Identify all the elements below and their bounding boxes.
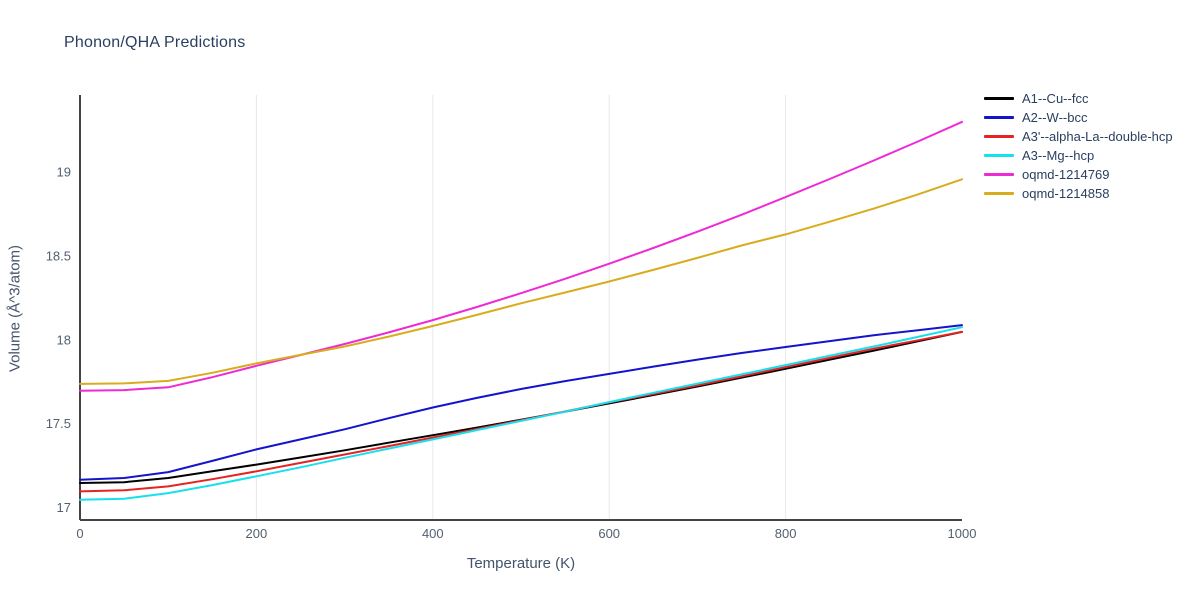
x-tick-label: 400 [422,526,444,541]
series-line-A2--W--bcc [79,324,963,481]
x-tick-label: 800 [775,526,797,541]
legend-item: A1--Cu--fcc [984,91,1173,106]
series-line-oqmd-1214769 [79,120,963,392]
x-axis-label: Temperature (K) [466,555,576,572]
series-line-oqmd-1214858 [79,178,963,385]
legend: A1--Cu--fcc A2--W--bcc A3'--alpha-La--doub… [984,91,1173,201]
chart-title: Phonon/QHA Predictions [64,34,246,51]
legend-item: oqmd-1214769 [984,167,1173,182]
y-tick-label: 18.5 [46,248,71,263]
legend-label: A3'--alpha-La--double-hcp [1022,129,1173,144]
x-tick-label: 600 [598,526,620,541]
legend-label: A2--W--bcc [1022,110,1088,125]
x-tick-label: 200 [246,526,268,541]
legend-swatch [984,154,1014,157]
series-line-A3--Mg--hcp [79,326,963,501]
legend-item: A2--W--bcc [984,110,1173,125]
legend-label: A3--Mg--hcp [1022,148,1095,163]
y-tick-label: 19 [57,164,71,179]
legend-swatch [984,97,1014,100]
legend-item: oqmd-1214858 [984,186,1173,201]
legend-swatch [984,192,1014,195]
y-tick-label: 17.5 [46,416,71,431]
y-axis-label: Volume (Å^3/atom) [6,244,24,373]
legend-item: A3--Mg--hcp [984,148,1173,163]
x-tick-label: 1000 [948,526,977,541]
legend-swatch [984,135,1014,138]
x-tick-label: 0 [76,526,83,541]
legend-swatch [984,116,1014,119]
legend-swatch [984,173,1014,176]
legend-item: A3'--alpha-La--double-hcp [984,129,1173,144]
legend-label: A1--Cu--fcc [1022,91,1089,106]
y-tick-label: 18 [57,332,71,347]
legend-label: oqmd-1214769 [1022,167,1110,182]
y-tick-label: 17 [57,500,71,515]
legend-label: oqmd-1214858 [1022,186,1110,201]
